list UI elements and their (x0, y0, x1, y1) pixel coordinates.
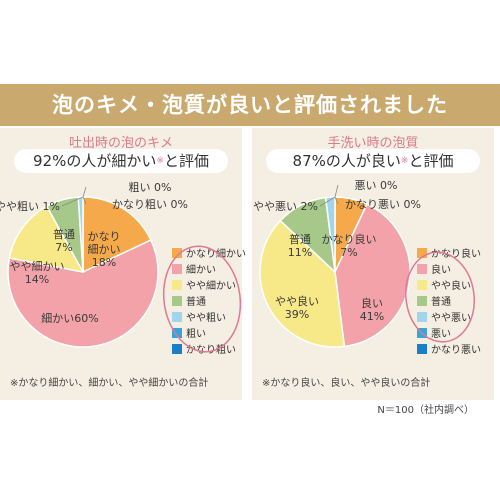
pie2-legend-label-7: かなり悪い (431, 344, 481, 356)
left-headline-note-mark: ※ (156, 156, 164, 166)
pie2-outer-label-1: やや悪い 2% (253, 200, 318, 213)
pie2-legend-highlight-ring (405, 251, 475, 343)
pie2-outer-label-3: かなり悪い 0% (345, 198, 421, 211)
pie2-leader-line-3 (334, 196, 339, 205)
pie1-legend-label-2: 細かい (186, 263, 216, 276)
left-chart-subtitle: 吐出時の泡のキメ (68, 136, 173, 151)
pie2-legend-label-3: やや良い (431, 279, 471, 292)
pie1-legend-swatch-5 (172, 312, 182, 322)
pie1-leader-line-2 (82, 186, 87, 198)
pie2-slice-label-1: かなり良い 7% (322, 232, 377, 259)
title-banner (0, 84, 500, 126)
pie1-legend-swatch-4 (172, 296, 182, 306)
pie1-legend-highlight-ring (162, 245, 242, 353)
pie2-slice-3 (259, 219, 346, 348)
pie1-slice-label-3: やや細かい 14% (10, 260, 65, 286)
pie1-leader-line-3 (82, 196, 87, 205)
pie1-outer-label-3: かなり粗い 0% (112, 198, 188, 211)
left-headline: 92%の人が細かい※と評価 (14, 149, 228, 173)
pie1-legend-label-1: かなり細かい (186, 247, 246, 260)
pie2-slice-label-3: やや良い 39% (275, 294, 319, 321)
sample-size-note: N＝100（社内調べ） (377, 405, 474, 416)
pie1-slice-2 (7, 239, 159, 348)
pie1-legend-swatch-2 (172, 264, 182, 274)
pie2-legend-label-1: かなり良い (431, 247, 481, 260)
right-headline-main: 87%の人が良い (292, 152, 401, 170)
pie2-leader-line-1 (319, 196, 336, 207)
right-headline-tail: と評価 (408, 152, 454, 170)
pie2-legend-label-2: 良い (431, 263, 451, 276)
pie2-legend-swatch-7 (417, 344, 427, 354)
pie2-legend-label-6: 悪い (431, 328, 451, 340)
pie1-legend-label-6: 粗い (186, 328, 206, 340)
left-footnote: ※かなり細かい、細かい、やや細かいの合計 (10, 378, 209, 389)
pie2-legend-swatch-3 (417, 280, 427, 290)
pie1-legend-swatch-6 (172, 328, 182, 338)
pie1-slice-label-2: 細かい60% (41, 312, 98, 325)
pie2-legend-label-5: やや悪い (431, 312, 471, 324)
pie2-legend-swatch-1 (417, 248, 427, 258)
pie2-outer-label-2: 悪い 0% (355, 179, 398, 192)
pie1-outer-label-2: 粗い 0% (129, 181, 172, 194)
right-footnote: ※かなり良い、良い、やや良いの合計 (262, 378, 431, 389)
pie1-legend-swatch-7 (172, 344, 182, 354)
page-title: 泡のキメ・泡質が良いと評価されました (52, 93, 448, 117)
pie1-slice-label-1: かなり細かい 18% (88, 230, 121, 269)
pie2-slice-2 (334, 203, 411, 348)
pie2-slice-label-4: 普通 11% (288, 232, 312, 259)
pie2-legend-label-4: 普通 (431, 295, 451, 308)
pie1-legend-swatch-3 (172, 280, 182, 290)
left-headline-tail: と評価 (163, 152, 209, 170)
pie1-legend-label-4: 普通 (186, 295, 206, 308)
pie1-slice-label-4: 普通 7% (53, 227, 75, 254)
left-headline-main: 92%の人が細かい (33, 152, 157, 170)
pie1-slice-3 (8, 205, 85, 274)
pie1-legend-label-5: やや粗い (186, 312, 226, 324)
pie1-legend-label-3: やや細かい (186, 279, 236, 292)
pie1-legend-label-7: かなり粗い (186, 344, 236, 356)
pie2-slice-label-2: 良い 41% (360, 296, 384, 323)
pie2-legend-swatch-2 (417, 264, 427, 274)
right-headline-note-mark: ※ (400, 156, 409, 166)
pie2-legend-swatch-5 (417, 312, 427, 322)
pie1-slice-1 (82, 196, 152, 274)
right-headline: 87%の人が良い※と評価 (266, 149, 480, 173)
right-chart-subtitle: 手洗い時の泡質 (327, 136, 419, 151)
pie2-legend-swatch-4 (417, 296, 427, 306)
pie1-outer-label-1: やや粗い 1% (0, 200, 60, 213)
pie2-leader-line-2 (334, 184, 339, 198)
pie1-legend-swatch-1 (172, 248, 182, 258)
pie1-leader-line-1 (61, 196, 84, 207)
